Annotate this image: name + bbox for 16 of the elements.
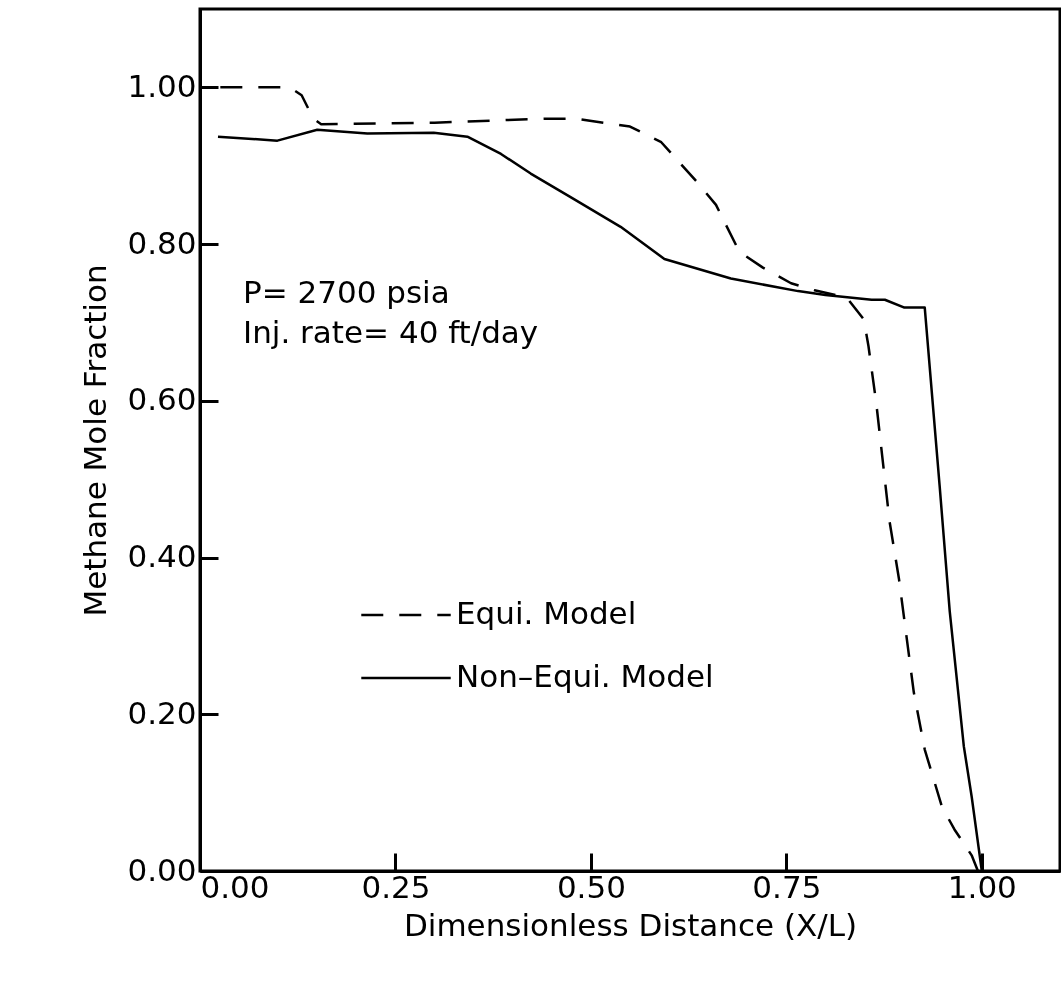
x-tick-label: 0.00 [200, 868, 270, 905]
y-tick-label: 0.80 [127, 224, 197, 261]
x-tick-label: 0.50 [556, 868, 626, 905]
x-tick-label: 0.75 [752, 868, 822, 905]
annotation: Inj. rate= 40 ft/day [243, 314, 539, 350]
y-tick-label: 1.00 [127, 67, 197, 104]
y-tick-label: 0.20 [127, 694, 197, 731]
y-axis-title: Methane Mole Fraction [77, 264, 114, 617]
x-tick-label: 1.00 [947, 868, 1017, 905]
legend-label: Equi. Model [456, 595, 637, 631]
x-tick-label: 0.25 [361, 868, 431, 905]
y-tick-label: 0.60 [127, 381, 197, 418]
x-axis-title: Dimensionless Distance (X/L) [403, 906, 858, 943]
y-tick-label: 0.40 [127, 538, 197, 575]
annotation: P= 2700 psia [243, 274, 450, 310]
legend-label: Non–Equi. Model [456, 658, 714, 694]
